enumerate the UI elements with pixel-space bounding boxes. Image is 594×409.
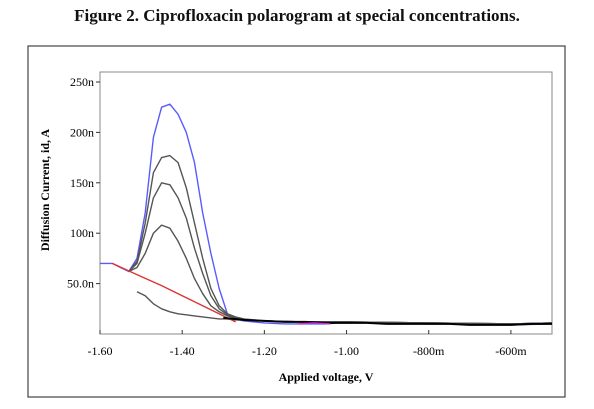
x-tick-label-2: -1.40 [170,344,195,358]
series-line-7 [223,316,552,326]
plot-area [99,71,553,335]
x-tick-label-6: -600m [495,344,527,358]
y-tick-label-1: 50.0n [67,277,94,291]
series-line-6 [112,262,236,323]
y-tick-label-3: 150n [70,176,94,190]
x-tick-label-5: -800m [413,344,445,358]
y-axis: 50.0n 100n 150n 200n 250n [67,75,100,291]
y-axis-label: Diffusion Current, id, A [38,129,52,251]
y-tick-label-4: 200n [70,125,94,139]
x-axis: -1.60 -1.40 -1.20 -1.00 -800m -600m [88,330,527,358]
series-layer [100,103,553,326]
x-tick-label-4: -1.00 [334,344,359,358]
x-tick-label-1: -1.60 [88,344,113,358]
y-tick-label-5: 250n [70,75,94,89]
x-tick-label-3: -1.20 [252,344,277,358]
series-line-8 [297,322,331,325]
figure-caption: Figure 2. Ciprofloxacin polarogram at sp… [74,6,520,25]
x-axis-label: Applied voltage, V [279,370,374,384]
y-tick-label-2: 100n [70,226,94,240]
